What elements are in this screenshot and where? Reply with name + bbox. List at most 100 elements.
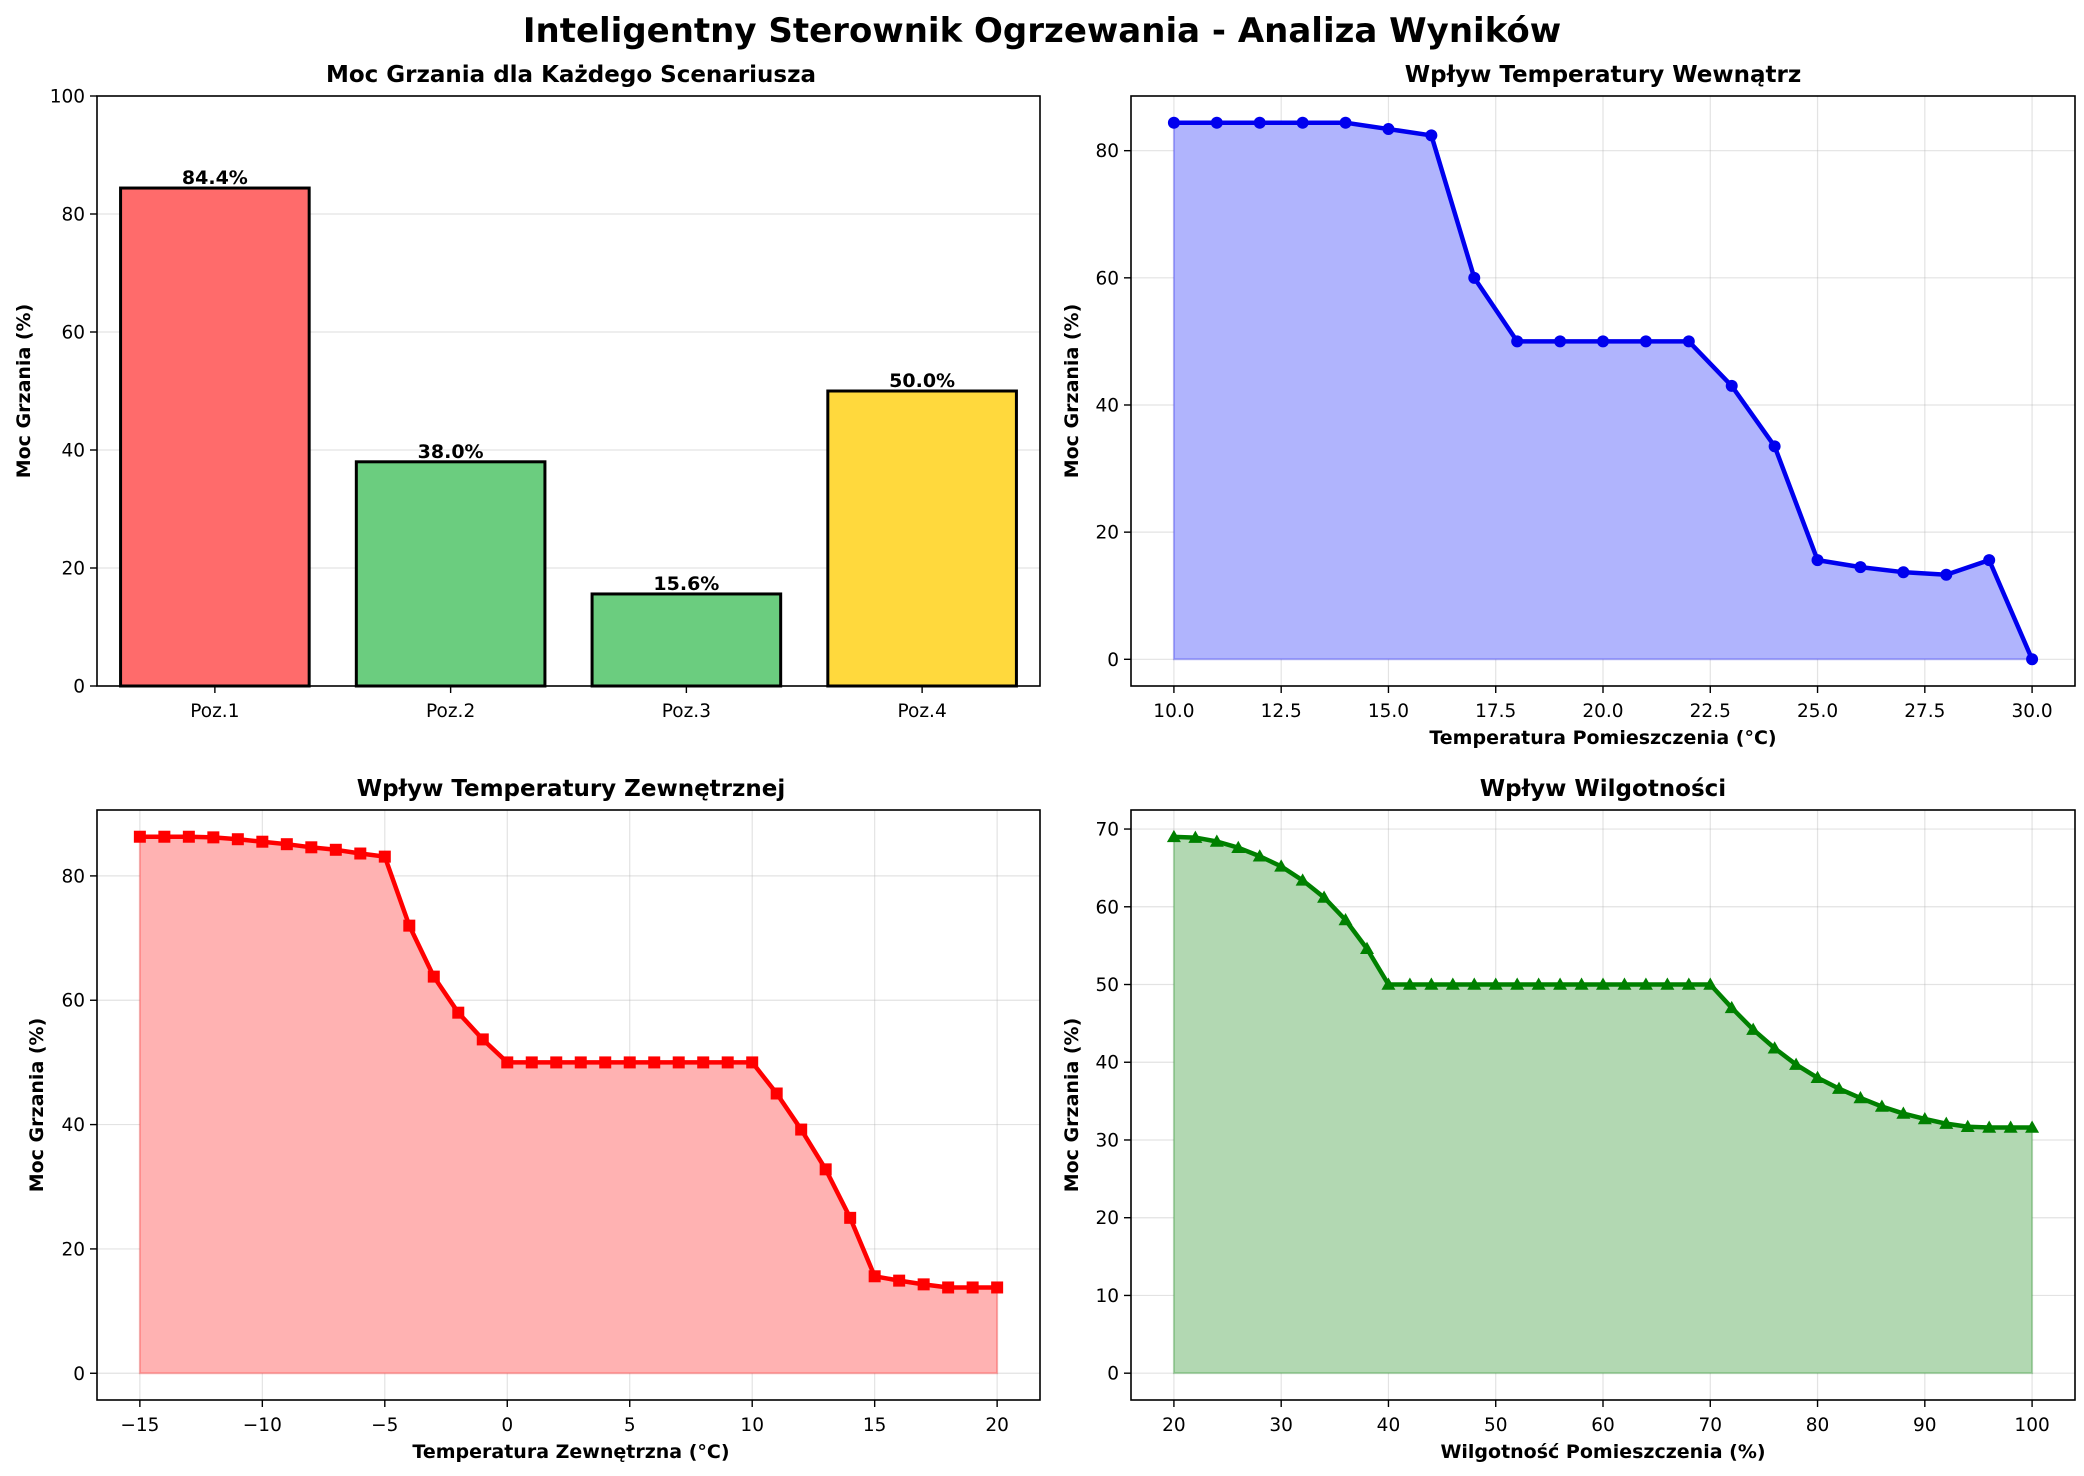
y-tick-label: 0 bbox=[1107, 1364, 1119, 1385]
data-point bbox=[991, 1281, 1004, 1294]
y-tick-label: 20 bbox=[1095, 523, 1119, 544]
data-point bbox=[1382, 123, 1395, 136]
panel-4-marks bbox=[1166, 829, 2040, 1375]
data-point bbox=[819, 1163, 832, 1176]
x-tick-label: −15 bbox=[120, 1415, 159, 1436]
data-point bbox=[1554, 335, 1567, 348]
data-point bbox=[133, 830, 146, 843]
data-point bbox=[1940, 568, 1953, 581]
data-point bbox=[1188, 830, 1203, 843]
data-point bbox=[1917, 1111, 1932, 1125]
bar-value-label: 84.4% bbox=[182, 167, 248, 189]
data-point bbox=[1360, 941, 1374, 955]
data-point bbox=[893, 1274, 906, 1287]
data-point bbox=[1617, 977, 1632, 990]
data-point bbox=[207, 831, 220, 844]
y-tick-label: 60 bbox=[61, 991, 85, 1012]
data-point bbox=[574, 1056, 587, 1069]
data-point bbox=[354, 847, 367, 860]
panel-3-axes: 0 20 40 60 80 −15 −10 −5 0 5 10 15 20 bbox=[61, 809, 1041, 1436]
panel-3-marks bbox=[133, 830, 1004, 1375]
panel-1-title: Moc Grzania dla Każdego Scenariusza bbox=[326, 62, 816, 88]
x-tick-label: 5 bbox=[624, 1415, 636, 1436]
data-point bbox=[623, 1056, 636, 1069]
panel-humidity: Wpływ Wilgotności 0 10 20 30 40 50 60 70 20 30 40 5… bbox=[1061, 776, 2076, 1463]
data-point bbox=[1746, 1022, 1761, 1035]
data-point bbox=[501, 1056, 514, 1069]
x-tick-label: 22.5 bbox=[1690, 701, 1731, 722]
x-tick-label: 80 bbox=[1806, 1415, 1830, 1436]
panel-3-title: Wpływ Temperatury Zewnętrznej bbox=[357, 776, 786, 802]
x-tick-label: 30 bbox=[1269, 1415, 1293, 1436]
x-tick-label: 10 bbox=[740, 1415, 764, 1436]
data-point bbox=[1982, 1120, 1997, 1133]
figure-title: Inteligentny Sterownik Ogrzewania - Anal… bbox=[523, 11, 1561, 51]
data-point bbox=[1597, 335, 1609, 348]
x-tick-label: 60 bbox=[1591, 1415, 1615, 1436]
data-point bbox=[1488, 977, 1503, 990]
data-point bbox=[452, 1006, 465, 1019]
panel-2-marks bbox=[1167, 116, 2039, 666]
panel-outdoor-temperature: Wpływ Temperatury Zewnętrznej 0 20 40 60 80 −… bbox=[26, 776, 1041, 1463]
bar-value-label: 50.0% bbox=[889, 370, 955, 392]
y-tick-label: 0 bbox=[73, 1364, 85, 1385]
data-point bbox=[1274, 859, 1289, 872]
data-point bbox=[966, 1281, 979, 1294]
data-point bbox=[1810, 1070, 1825, 1084]
data-point bbox=[1553, 977, 1568, 990]
data-point bbox=[182, 830, 195, 843]
data-point bbox=[1854, 561, 1867, 574]
x-tick-label: −10 bbox=[243, 1415, 282, 1436]
x-tick-label: Poz.3 bbox=[662, 701, 711, 722]
data-point bbox=[2026, 653, 2039, 666]
y-tick-label: 80 bbox=[1095, 141, 1119, 162]
y-tick-label: 60 bbox=[61, 323, 85, 344]
x-tick-label: 17.5 bbox=[1475, 701, 1516, 722]
data-point bbox=[550, 1056, 563, 1069]
data-point bbox=[1252, 849, 1267, 862]
x-tick-label: 40 bbox=[1377, 1415, 1401, 1436]
panel-1-marks: 84.4% 38.0% 15.6% 50.0% bbox=[119, 167, 1018, 688]
y-tick-label: 100 bbox=[50, 87, 85, 108]
panel-2-title: Wpływ Temperatury Wewnątrz bbox=[1405, 62, 1801, 88]
data-point bbox=[1424, 977, 1439, 990]
data-point bbox=[1296, 116, 1309, 129]
panel-3-y-axis-label: Moc Grzania (%) bbox=[26, 1018, 48, 1193]
data-point bbox=[1317, 890, 1332, 903]
data-point bbox=[1660, 977, 1675, 990]
data-point bbox=[1338, 912, 1353, 926]
data-point bbox=[1874, 1099, 1889, 1112]
data-point bbox=[329, 843, 342, 856]
data-point bbox=[280, 838, 293, 851]
data-point bbox=[1681, 977, 1696, 990]
panel-3-x-axis-label: Temperatura Zewnętrzna (°C) bbox=[412, 1441, 729, 1463]
data-point bbox=[1425, 129, 1438, 142]
data-point bbox=[2003, 1120, 2018, 1133]
data-point bbox=[2025, 1120, 2040, 1133]
data-point bbox=[1853, 1091, 1868, 1104]
data-point bbox=[1960, 1119, 1975, 1133]
data-point bbox=[1445, 977, 1460, 990]
data-point bbox=[1639, 335, 1652, 348]
panel-2-x-axis-label: Temperatura Pomieszczenia (°C) bbox=[1429, 727, 1776, 749]
data-point bbox=[1897, 566, 1910, 579]
y-tick-label: 80 bbox=[61, 205, 85, 226]
data-point bbox=[1231, 840, 1246, 853]
panel-1-y-axis-label: Moc Grzania (%) bbox=[13, 304, 35, 479]
x-tick-label: 12.5 bbox=[1261, 701, 1302, 722]
panel-1-axes: 0 20 40 60 80 100 Poz.1 Poz.2 Poz.3 Poz.4 bbox=[50, 87, 1041, 722]
y-tick-label: 50 bbox=[1095, 975, 1119, 996]
panel-4-axes: 0 10 20 30 40 50 60 70 20 30 40 50 60 70 80 90 100 bbox=[1095, 809, 2076, 1436]
y-tick-label: 60 bbox=[1095, 897, 1119, 918]
x-tick-label: Poz.4 bbox=[898, 701, 947, 722]
x-tick-label: 70 bbox=[1698, 1415, 1722, 1436]
bar-poz2 bbox=[354, 460, 547, 688]
panel-4-y-axis-label: Moc Grzania (%) bbox=[1061, 1018, 1083, 1193]
x-tick-label: Poz.1 bbox=[190, 701, 239, 722]
y-tick-label: 20 bbox=[1095, 1208, 1119, 1229]
panel-2-axes: 0 20 40 60 80 10.0 12.5 15.0 17.5 20.0 22.5 25.0 27.… bbox=[1095, 95, 2076, 722]
bar-value-label: 15.6% bbox=[653, 573, 719, 595]
data-point bbox=[1339, 116, 1352, 129]
bar-poz4 bbox=[826, 389, 1018, 688]
